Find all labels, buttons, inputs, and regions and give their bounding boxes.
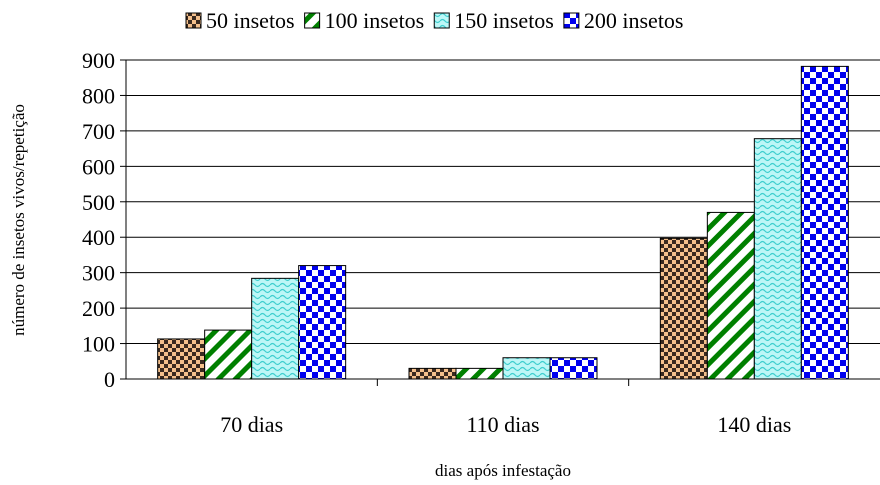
bar: [408, 367, 457, 380]
y-tick-label: 600: [82, 154, 115, 179]
axes: 0 100 200 300 400 500 600 700 800 900 70 dias 110 d…: [82, 48, 880, 437]
bar: [706, 211, 755, 380]
y-tick-label: 700: [82, 119, 115, 144]
x-axis-title: dias após infestação: [435, 461, 571, 480]
legend-label: 200 insetos: [584, 8, 684, 33]
legend-label: 50 insetos: [206, 8, 295, 33]
bar: [800, 65, 849, 380]
bar: [549, 357, 598, 380]
x-tick-label: 110 dias: [466, 412, 539, 437]
bars-group: [157, 65, 849, 380]
legend-label: 150 insetos: [454, 8, 554, 33]
bar: [298, 265, 347, 380]
legend-swatch: [433, 12, 450, 29]
legend-swatch: [563, 12, 580, 29]
bar: [502, 357, 551, 380]
y-tick-label: 900: [82, 48, 115, 73]
y-tick-label: 400: [82, 225, 115, 250]
x-tick-label: 70 dias: [220, 412, 283, 437]
bar: [251, 277, 300, 380]
y-tick-label: 500: [82, 190, 115, 215]
bar: [455, 367, 504, 380]
legend-swatch: [185, 12, 202, 29]
bar: [753, 138, 802, 380]
y-tick-label: 100: [82, 332, 115, 357]
bar: [204, 329, 253, 380]
y-tick-label: 800: [82, 83, 115, 108]
legend-swatch: [304, 12, 321, 29]
x-tick-label: 140 dias: [717, 412, 791, 437]
legend: 50 insetos 100 insetos 150 insetos 200 inse…: [185, 8, 684, 33]
bar: [659, 237, 708, 380]
y-tick-label: 0: [104, 367, 115, 392]
y-tick-label: 200: [82, 296, 115, 321]
bar: [157, 338, 206, 380]
y-axis-title: número de insetos vivos/repetição: [9, 104, 28, 336]
y-tick-label: 300: [82, 261, 115, 286]
legend-label: 100 insetos: [325, 8, 425, 33]
